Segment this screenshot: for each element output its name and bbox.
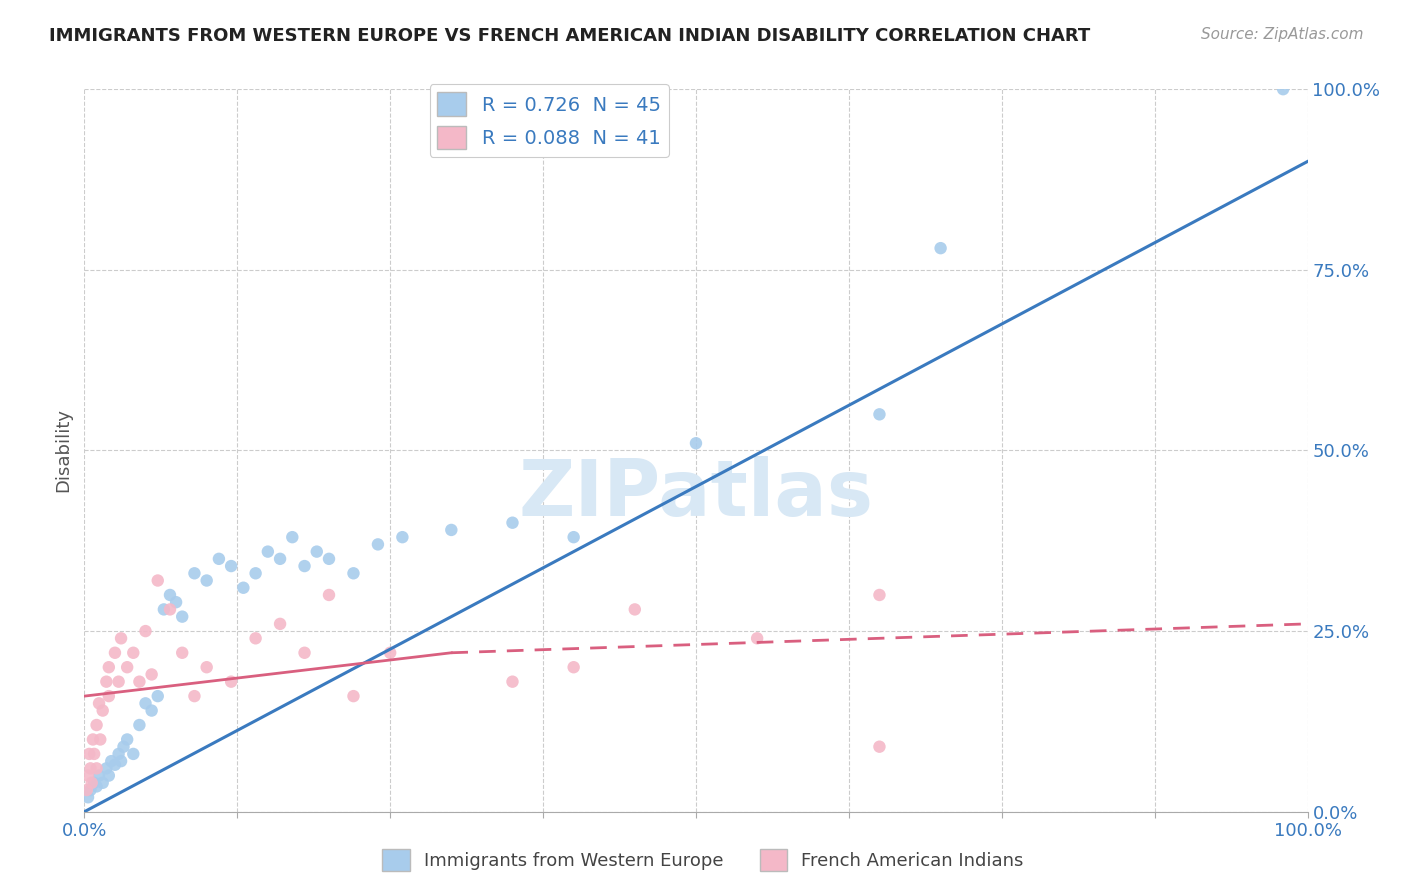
Point: [172, 609, 194, 624]
Point: [232, 581, 254, 595]
Point: [100, 754, 122, 768]
Point: [391, 530, 413, 544]
Point: [128, 718, 150, 732]
Point: [342, 566, 364, 581]
Point: [77, 747, 100, 761]
Point: [146, 574, 169, 588]
Point: [146, 689, 169, 703]
Point: [96, 674, 118, 689]
Point: [79, 761, 101, 775]
Point: [115, 732, 138, 747]
Point: [153, 602, 176, 616]
Point: [86, 780, 108, 794]
Point: [294, 646, 316, 660]
Point: [115, 660, 138, 674]
Point: [269, 616, 291, 631]
Point: [380, 646, 402, 660]
Point: [135, 696, 157, 710]
Point: [562, 660, 585, 674]
Point: [281, 530, 304, 544]
Point: [624, 602, 647, 616]
Point: [183, 566, 205, 581]
Point: [141, 704, 163, 718]
Point: [172, 646, 194, 660]
Y-axis label: Disability: Disability: [55, 409, 73, 492]
Legend: Immigrants from Western Europe, French American Indians: Immigrants from Western Europe, French A…: [375, 842, 1031, 879]
Text: ZIPatlas: ZIPatlas: [519, 456, 873, 532]
Point: [208, 551, 231, 566]
Point: [110, 632, 132, 646]
Point: [107, 747, 129, 761]
Point: [79, 783, 101, 797]
Point: [87, 769, 110, 783]
Point: [869, 407, 891, 421]
Point: [257, 544, 280, 558]
Point: [269, 551, 291, 566]
Point: [195, 660, 218, 674]
Point: [869, 588, 891, 602]
Point: [159, 602, 181, 616]
Point: [97, 660, 120, 674]
Point: [104, 646, 127, 660]
Point: [245, 632, 267, 646]
Point: [96, 761, 118, 775]
Point: [869, 739, 891, 754]
Point: [165, 595, 187, 609]
Point: [502, 674, 524, 689]
Point: [76, 783, 98, 797]
Point: [77, 769, 100, 783]
Point: [219, 559, 242, 574]
Point: [80, 776, 103, 790]
Point: [104, 757, 127, 772]
Point: [86, 761, 108, 775]
Point: [77, 790, 100, 805]
Point: [219, 674, 242, 689]
Point: [195, 574, 218, 588]
Point: [128, 674, 150, 689]
Point: [502, 516, 524, 530]
Point: [183, 689, 205, 703]
Point: [83, 776, 105, 790]
Point: [305, 544, 328, 558]
Point: [82, 732, 104, 747]
Point: [122, 747, 145, 761]
Point: [97, 689, 120, 703]
Point: [89, 732, 111, 747]
Point: [141, 667, 163, 681]
Point: [86, 718, 108, 732]
Point: [929, 241, 952, 255]
Point: [245, 566, 267, 581]
Point: [91, 776, 114, 790]
Point: [367, 537, 389, 551]
Legend: R = 0.726  N = 45, R = 0.088  N = 41: R = 0.726 N = 45, R = 0.088 N = 41: [430, 85, 669, 157]
Point: [159, 588, 181, 602]
Point: [747, 632, 769, 646]
Point: [318, 551, 340, 566]
Point: [107, 674, 129, 689]
Text: Source: ZipAtlas.com: Source: ZipAtlas.com: [1201, 27, 1364, 42]
Point: [110, 754, 132, 768]
Point: [91, 704, 114, 718]
Point: [97, 769, 120, 783]
Point: [294, 559, 316, 574]
Point: [1272, 82, 1295, 96]
Point: [87, 696, 110, 710]
Text: IMMIGRANTS FROM WESTERN EUROPE VS FRENCH AMERICAN INDIAN DISABILITY CORRELATION : IMMIGRANTS FROM WESTERN EUROPE VS FRENCH…: [49, 27, 1091, 45]
Point: [318, 588, 340, 602]
Point: [685, 436, 707, 450]
Point: [83, 747, 105, 761]
Point: [135, 624, 157, 639]
Point: [562, 530, 585, 544]
Point: [342, 689, 364, 703]
Point: [112, 739, 135, 754]
Point: [440, 523, 463, 537]
Point: [122, 646, 145, 660]
